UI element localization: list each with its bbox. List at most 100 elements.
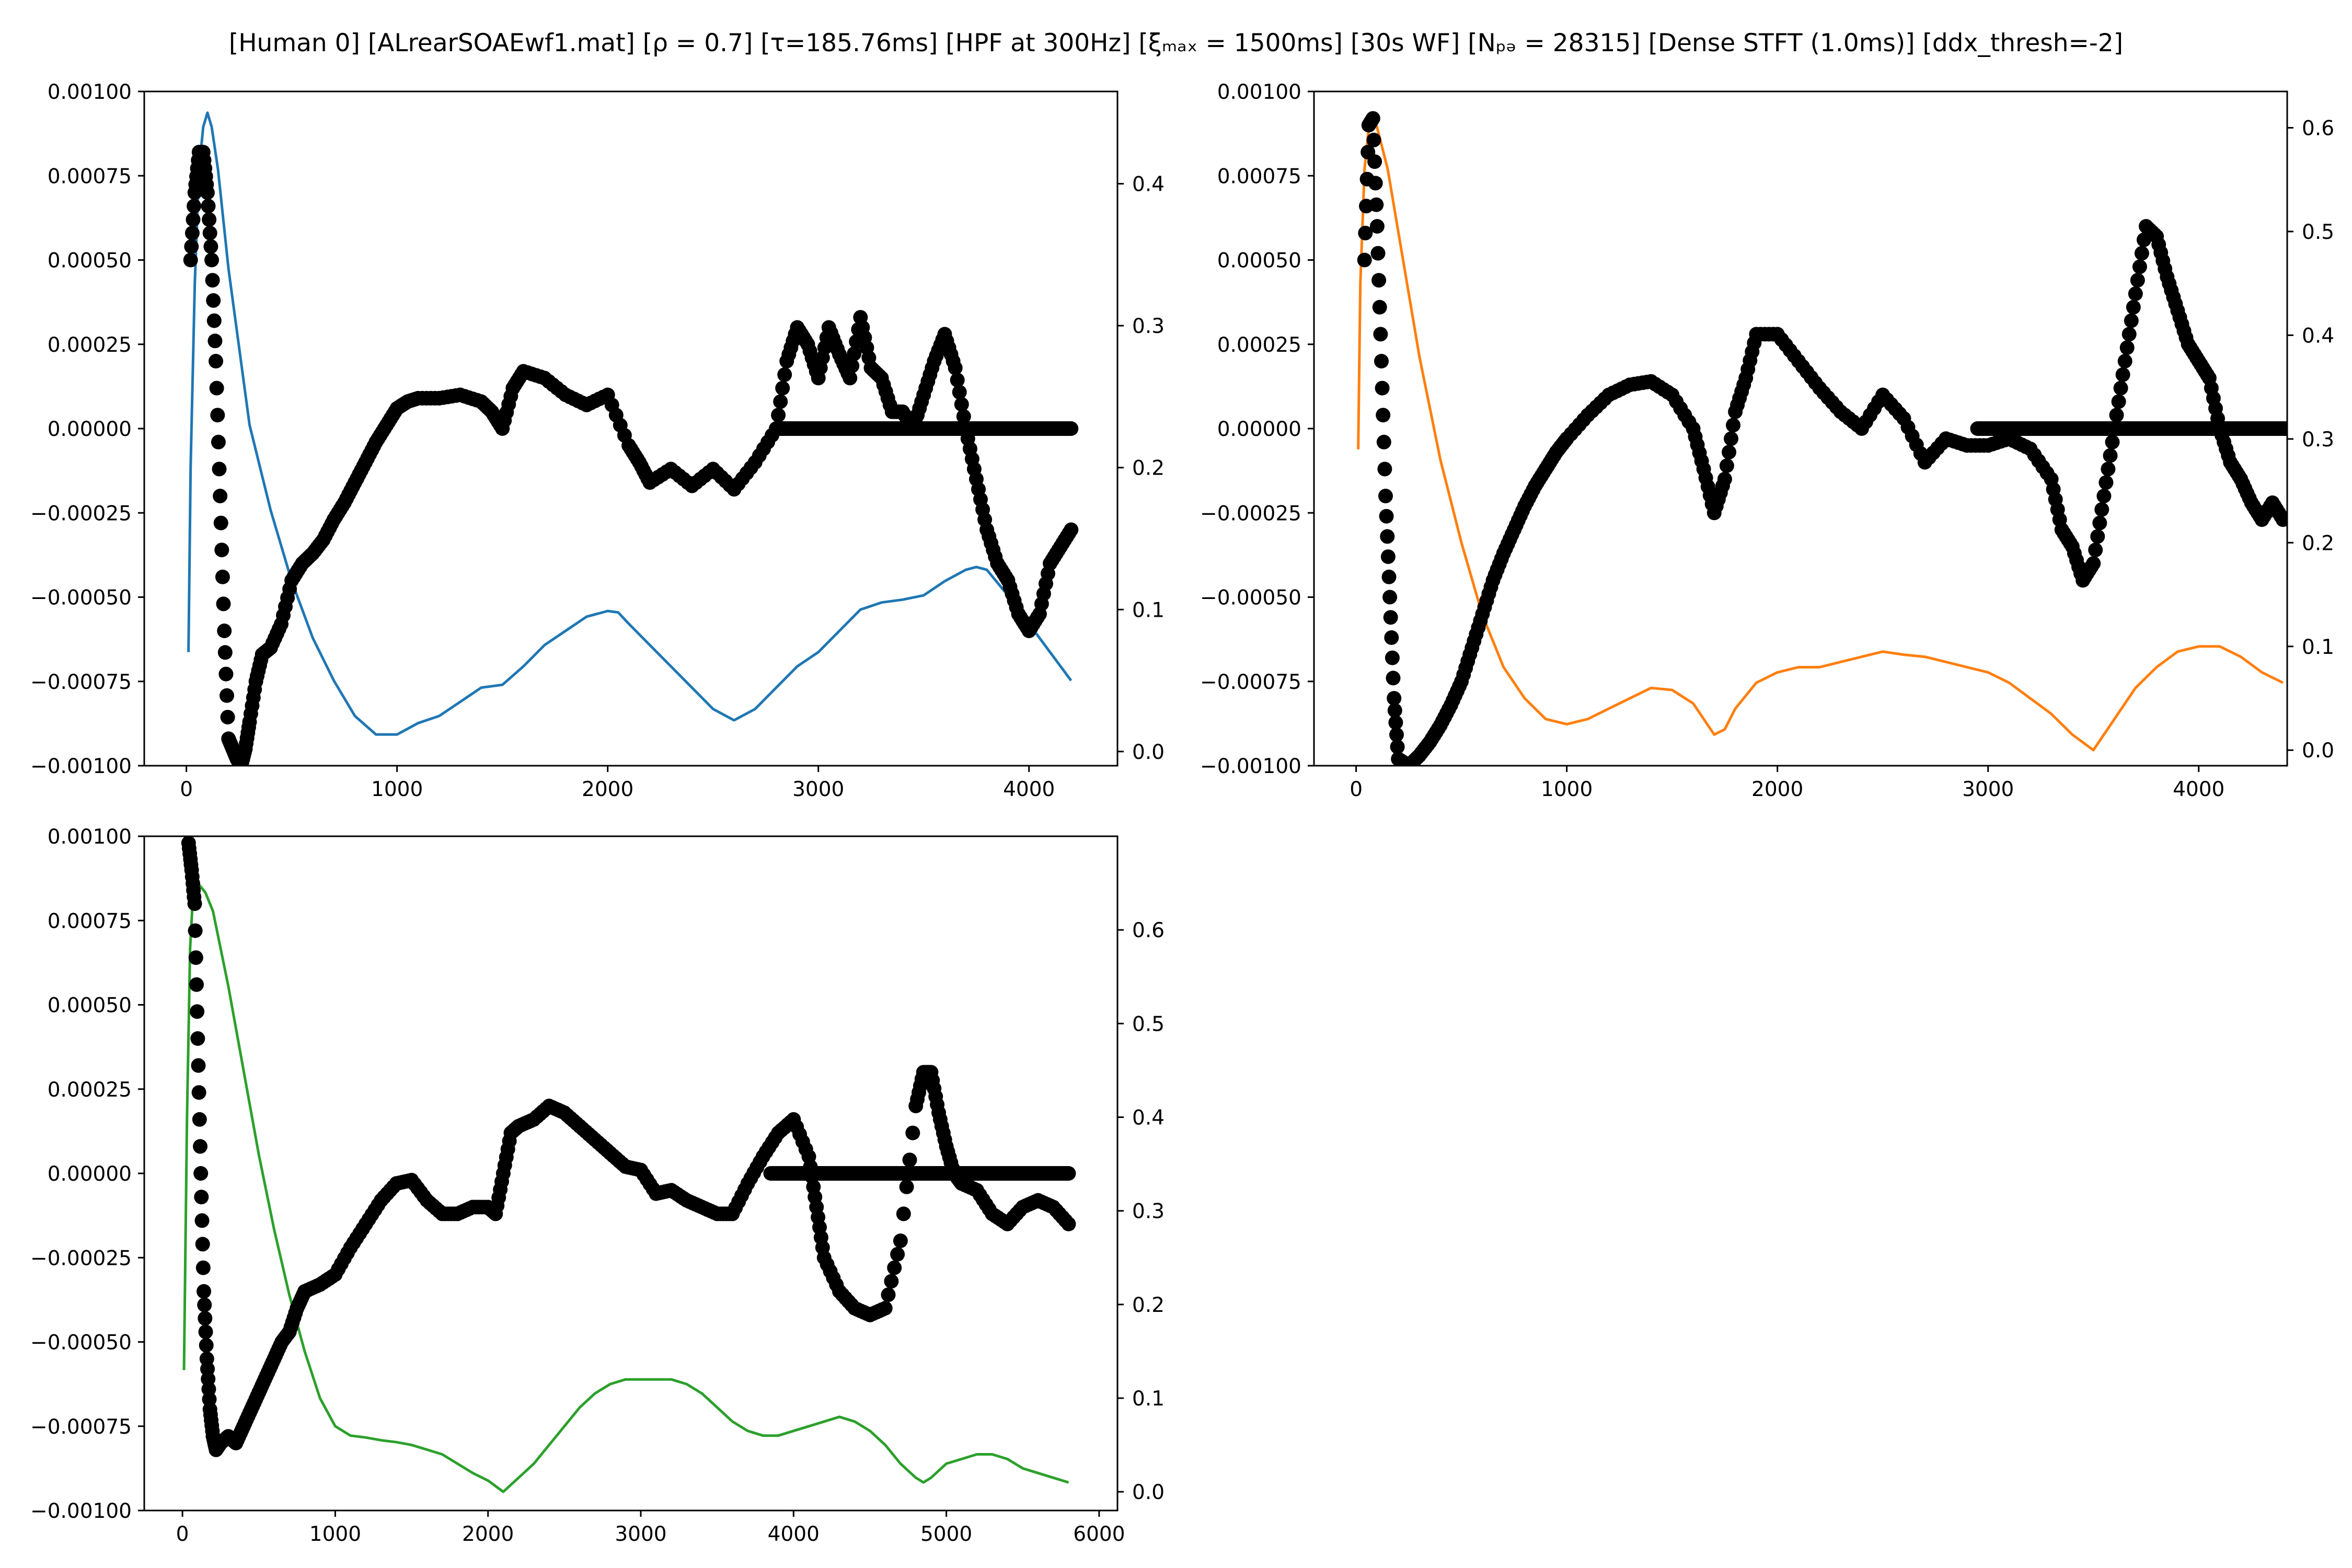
scatter-point xyxy=(1383,610,1398,625)
plot-area xyxy=(183,111,1079,766)
left-y-tick-label: 0.00100 xyxy=(1217,80,1301,104)
scatter-point xyxy=(207,333,223,349)
scatter-point xyxy=(1374,354,1389,368)
scatter-point xyxy=(847,346,862,361)
subplot-2: 0 1000 2000 3000 4000 −0.00100 −0.00075 −0.0005… xyxy=(1200,80,2334,801)
right-y-tick-label: 0.0 xyxy=(1132,741,1165,764)
scatter-point xyxy=(1061,1216,1076,1231)
scatter-point xyxy=(777,367,792,382)
scatter-point xyxy=(2113,381,2128,396)
x-tick-label: 1000 xyxy=(371,778,423,801)
left-y-tick-label: −0.00075 xyxy=(30,671,132,694)
scatter-point xyxy=(202,225,217,240)
scatter-point xyxy=(195,1260,211,1275)
scatter-point xyxy=(1386,671,1401,686)
scatter-point xyxy=(215,569,230,584)
left-y-tick-label: −0.00050 xyxy=(30,586,132,610)
scatter-point xyxy=(1387,703,1402,718)
scatter-point xyxy=(902,1152,917,1168)
scatter-point xyxy=(773,394,788,409)
scatter-point xyxy=(220,688,234,703)
scatter-point xyxy=(1381,569,1397,584)
scatter-point xyxy=(845,359,860,373)
left-y-tick-label: 0.00050 xyxy=(48,249,132,273)
scatter-point xyxy=(1384,630,1399,645)
x-tick-label: 6000 xyxy=(1073,1523,1125,1546)
left-y-tick-label: −0.00025 xyxy=(1200,502,1301,525)
scatter-point xyxy=(1357,252,1372,268)
scatter-point xyxy=(188,950,203,965)
scatter-point xyxy=(1367,154,1382,169)
left-y-tick-label: 0.00100 xyxy=(48,825,132,849)
x-tick-label: 0 xyxy=(180,778,193,801)
scatter-point xyxy=(1717,471,1732,487)
scatter-point xyxy=(193,1139,207,1154)
scatter-point xyxy=(198,1324,213,1340)
right-y-tick-label: 0.2 xyxy=(2302,532,2334,555)
scatter-point xyxy=(206,313,222,328)
scatter-point xyxy=(2275,512,2287,527)
scatter-point xyxy=(2126,299,2141,315)
scatter-point xyxy=(202,212,217,227)
scatter-point xyxy=(209,354,223,368)
scatter-point xyxy=(1726,418,1740,433)
scatter-point xyxy=(1064,522,1079,537)
left-y-tick-label: 0.00025 xyxy=(48,1078,132,1102)
scatter-point xyxy=(905,1125,920,1140)
scatter-point xyxy=(1390,739,1405,754)
scatter-point xyxy=(2124,313,2139,328)
scatter-point xyxy=(954,397,969,412)
left-y-tick-label: 0.00075 xyxy=(48,165,132,188)
scatter-point xyxy=(194,1213,210,1228)
right-y-tick-label: 0.4 xyxy=(1132,1106,1165,1130)
right-y-tick-label: 0.3 xyxy=(1132,1200,1165,1224)
scatter-point xyxy=(884,1274,899,1289)
scatter-point xyxy=(2117,354,2132,368)
left-y-tick-label: 0.00000 xyxy=(1217,418,1301,441)
scatter-point xyxy=(1369,197,1384,212)
x-tick-label: 3000 xyxy=(1962,778,2014,801)
scatter-point xyxy=(1375,381,1390,396)
scatter-point xyxy=(1389,727,1404,742)
scatter-point xyxy=(948,360,963,375)
left-y-tick-label: 0.00050 xyxy=(48,994,132,1018)
right-y-tick-label: 0.1 xyxy=(1132,598,1165,622)
x-tick-label: 1000 xyxy=(309,1523,361,1546)
x-tick-label: 0 xyxy=(1350,778,1363,801)
scatter-series xyxy=(183,145,1079,766)
scatter-point xyxy=(211,434,226,449)
scatter-point xyxy=(218,666,234,682)
scatter-point xyxy=(198,1311,213,1326)
scatter-series xyxy=(1357,111,2287,766)
scatter-point xyxy=(1371,273,1387,288)
scatter-point xyxy=(2130,273,2145,288)
scatter-point xyxy=(187,896,202,911)
right-y-tick-label: 0.3 xyxy=(1132,315,1165,338)
scatter-point xyxy=(893,1233,908,1248)
plot-area xyxy=(1357,111,2287,766)
scatter-point xyxy=(2099,475,2114,490)
scatter-point xyxy=(896,1206,911,1221)
scatter-point xyxy=(956,409,971,424)
scatter-point xyxy=(195,1237,210,1252)
scatter-point xyxy=(190,1031,205,1046)
x-tick-label: 3000 xyxy=(792,778,844,801)
scatter-point xyxy=(193,1166,209,1181)
x-tick-label: 0 xyxy=(176,1523,189,1546)
scatter-point xyxy=(216,596,231,612)
scatter-point xyxy=(209,381,224,396)
scatter-point xyxy=(950,373,965,388)
x-tick-label: 2000 xyxy=(462,1523,514,1546)
left-y-tick-label: −0.00025 xyxy=(30,1247,132,1270)
scatter-point xyxy=(191,1058,206,1073)
scatter-point xyxy=(952,385,967,400)
left-y-tick-label: −0.00025 xyxy=(30,502,132,525)
left-y-tick-label: 0.00075 xyxy=(1217,165,1301,188)
scatter-point xyxy=(220,710,235,725)
scatter-point xyxy=(1382,590,1398,605)
scatter-point xyxy=(1370,246,1386,261)
x-tick-label: 4000 xyxy=(2173,778,2224,801)
left-y-tick-label: −0.00100 xyxy=(30,1500,132,1523)
right-y-tick-label: 0.2 xyxy=(1132,457,1165,480)
scatter-point xyxy=(881,1287,896,1302)
